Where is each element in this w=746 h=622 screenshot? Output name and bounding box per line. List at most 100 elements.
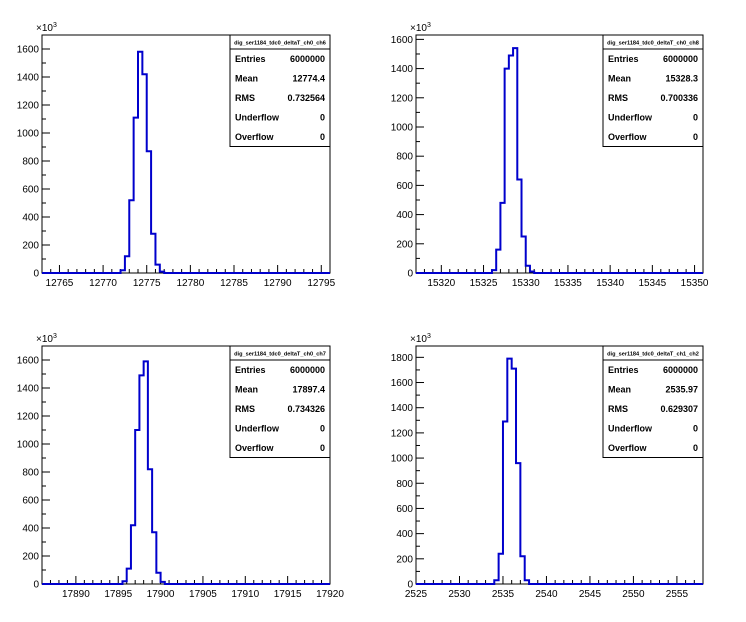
histogram-panel-4: 0 200 400 600 800 1000 1200 1400 1600 1800 2525 253… xyxy=(391,333,704,600)
y-tick-label: 0 xyxy=(407,269,413,280)
y-tick-label: 0 xyxy=(33,580,39,591)
y-tick-label: 1400 xyxy=(17,384,40,395)
histogram-series-line xyxy=(416,47,703,274)
stats-label-rms: RMS xyxy=(235,93,255,103)
stats-value-mean: 12774.4 xyxy=(292,74,325,84)
histogram-panel-2: 0 200 400 600 800 1000 1200 1400 1600 15320 15325 1… xyxy=(391,22,709,289)
y-exponent-label: ×103 xyxy=(410,22,431,34)
x-tick-label: 17900 xyxy=(147,589,175,600)
stats-value-rms: 0.700336 xyxy=(660,93,698,103)
y-tick-label: 1200 xyxy=(17,101,40,112)
stats-label-entries: Entries xyxy=(235,54,266,64)
y-tick-label: 1600 xyxy=(17,356,40,367)
stats-box: dig_ser1184_tdc0_deltaT_ch0_ch7 Entries 60… xyxy=(229,345,331,458)
y-exponent-label: ×103 xyxy=(36,333,57,345)
y-tick-label: 200 xyxy=(396,554,413,565)
stats-value-overflow: 0 xyxy=(320,443,325,453)
stats-box: dig_ser1184_tdc0_deltaT_ch1_ch2 Entries 60… xyxy=(602,345,704,458)
histogram-bin xyxy=(503,422,507,584)
stats-label-mean: Mean xyxy=(235,74,258,84)
histogram-bin xyxy=(147,151,151,273)
stats-label-rms: RMS xyxy=(235,404,255,414)
stats-value-overflow: 0 xyxy=(693,132,698,142)
histogram-bin xyxy=(121,270,125,273)
x-tick-label: 17905 xyxy=(189,589,217,600)
y-exponent-power: 3 xyxy=(427,22,431,29)
x-tick-label: 2550 xyxy=(622,589,645,600)
stats-value-entries: 6000000 xyxy=(290,54,325,64)
y-tick-label: 1000 xyxy=(17,129,40,140)
x-tick-label: 2545 xyxy=(579,589,602,600)
y-tick-label: 1600 xyxy=(391,35,414,46)
y-tick-label: 0 xyxy=(33,269,39,280)
histogram-bin xyxy=(530,272,534,273)
x-tick-label: 12765 xyxy=(46,278,74,289)
x-tick-label: 17910 xyxy=(231,589,259,600)
stats-value-entries: 6000000 xyxy=(290,365,325,375)
histogram-bin xyxy=(129,200,133,273)
histogram-bin xyxy=(507,359,511,584)
y-tick-label: 1200 xyxy=(391,93,414,104)
histogram-bin xyxy=(131,525,135,584)
stats-value-underflow: 0 xyxy=(693,424,698,434)
histogram-bin xyxy=(520,556,524,584)
y-tick-label: 600 xyxy=(396,504,413,515)
stats-value-rms: 0.734326 xyxy=(287,404,325,414)
x-tick-label: 17920 xyxy=(316,589,344,600)
stats-box: dig_ser1184_tdc0_deltaT_ch0_ch6 Entries 60… xyxy=(229,34,331,147)
histogram-series-line xyxy=(42,360,330,585)
y-tick-label: 1200 xyxy=(17,412,40,423)
histogram-bin xyxy=(516,463,520,584)
stats-label-entries: Entries xyxy=(235,365,266,375)
stats-value-underflow: 0 xyxy=(693,113,698,123)
stats-title: dig_ser1184_tdc0_deltaT_ch0_ch8 xyxy=(607,41,699,47)
y-tick-label: 200 xyxy=(22,241,39,252)
y-tick-label: 1400 xyxy=(391,64,414,75)
stats-value-rms: 0.732564 xyxy=(287,93,325,103)
histogram-bin xyxy=(505,69,509,273)
stats-label-mean: Mean xyxy=(235,385,258,395)
y-exponent-power: 3 xyxy=(53,22,57,29)
histogram-panel-3: 0 200 400 600 800 1000 1200 1400 1600 17890 17895 1… xyxy=(17,333,345,600)
histogram-bin xyxy=(160,272,164,273)
y-tick-label: 1000 xyxy=(391,454,414,465)
y-tick-label: 1400 xyxy=(391,403,414,414)
y-tick-label: 600 xyxy=(396,181,413,192)
histogram-bin xyxy=(138,52,142,273)
y-tick-label: 0 xyxy=(407,580,413,591)
histogram-bin xyxy=(499,554,503,584)
stats-value-mean: 15328.3 xyxy=(665,74,698,84)
histogram-bin xyxy=(492,270,496,273)
y-tick-label: 400 xyxy=(22,524,39,535)
y-tick-label: 200 xyxy=(22,552,39,563)
stats-value-mean: 17897.4 xyxy=(292,385,325,395)
y-tick-label: 1200 xyxy=(391,428,414,439)
histogram-bin xyxy=(161,582,165,584)
stats-label-rms: RMS xyxy=(608,93,628,103)
y-tick-label: 800 xyxy=(22,468,39,479)
y-tick-label: 400 xyxy=(22,213,39,224)
stats-box-frame xyxy=(229,345,331,458)
x-tick-label: 17895 xyxy=(104,589,132,600)
histogram-bin xyxy=(134,118,138,273)
histogram-bin xyxy=(525,580,529,584)
histogram-bin xyxy=(494,580,498,584)
stats-box-frame xyxy=(229,34,331,147)
stats-title: dig_ser1184_tdc0_deltaT_ch1_ch2 xyxy=(607,352,699,358)
x-tick-label: 2525 xyxy=(405,589,428,600)
x-tick-label: 12785 xyxy=(220,278,248,289)
histogram-bin xyxy=(142,74,146,273)
y-tick-label: 600 xyxy=(22,185,39,196)
stats-value-mean: 2535.97 xyxy=(665,385,698,395)
histogram-bin xyxy=(496,250,500,273)
stats-label-overflow: Overflow xyxy=(608,132,648,142)
histogram-bin xyxy=(135,430,139,584)
histogram-series-line xyxy=(416,357,703,585)
stats-value-underflow: 0 xyxy=(320,113,325,123)
y-tick-label: 1000 xyxy=(17,440,40,451)
x-tick-label: 15325 xyxy=(470,278,498,289)
y-tick-label: 400 xyxy=(396,210,413,221)
x-tick-label: 15335 xyxy=(554,278,582,289)
histogram-bin xyxy=(522,236,526,273)
